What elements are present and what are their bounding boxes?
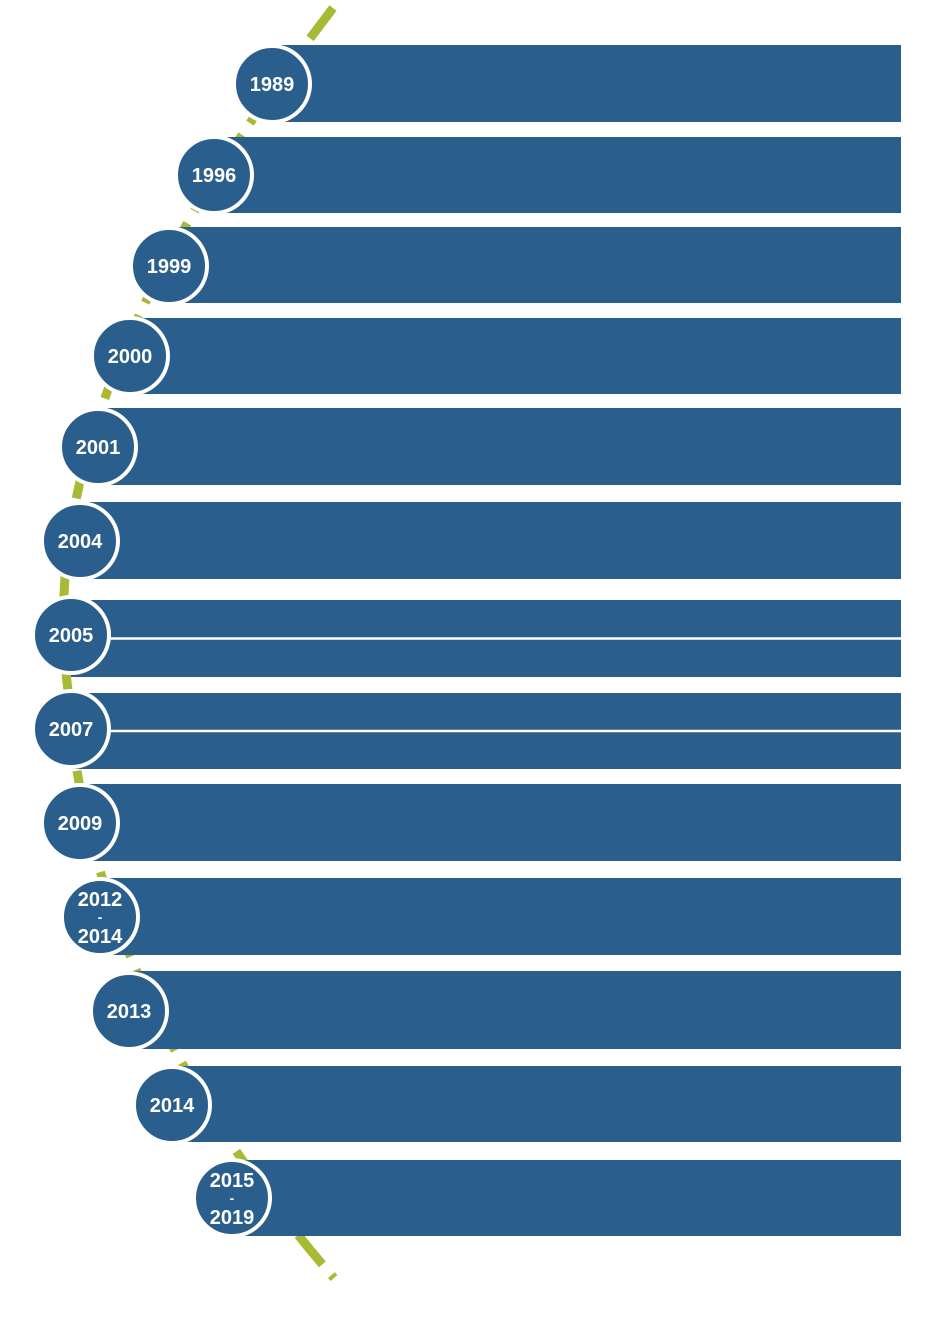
year-badge — [132, 1065, 212, 1145]
year-range-dash: - — [230, 1190, 235, 1206]
timeline-bar — [232, 1160, 901, 1236]
year-label: 2001 — [76, 437, 121, 459]
year-label: 2004 — [58, 531, 103, 553]
timeline-bar — [129, 971, 901, 1049]
year-badge — [40, 783, 120, 863]
timeline-bar — [169, 227, 901, 303]
timeline-bar — [272, 45, 901, 122]
timeline-bar — [80, 784, 901, 861]
year-badge — [192, 1158, 272, 1238]
timeline-bar — [214, 137, 901, 213]
year-badge — [40, 501, 120, 581]
badges-layer: 1989 1996 1999 2000 2001 2004 2005 2007 2009 2012… — [31, 44, 312, 1238]
year-label: 2007 — [49, 719, 94, 741]
year-label: 2005 — [49, 625, 94, 647]
timeline-bar — [130, 318, 901, 394]
bars-layer — [71, 45, 901, 1236]
year-badge — [129, 226, 209, 306]
year-label: 1989 — [250, 74, 295, 96]
year-range-part: 2015 — [210, 1170, 255, 1192]
year-range-part: 2014 — [78, 926, 123, 948]
year-badge — [60, 877, 140, 957]
year-badge — [232, 44, 312, 124]
year-label: 1999 — [147, 256, 192, 278]
timeline-bar — [100, 878, 901, 955]
timeline-bar — [80, 502, 901, 579]
year-label: 2012 -2014 — [78, 889, 123, 948]
year-label: 2009 — [58, 813, 103, 835]
year-label: 2014 — [150, 1095, 195, 1117]
year-label: 2000 — [108, 346, 153, 368]
year-badge — [174, 135, 254, 215]
year-badge — [31, 595, 111, 675]
year-label: 2015 -2019 — [210, 1170, 255, 1229]
year-badge — [31, 689, 111, 769]
year-badge — [58, 407, 138, 487]
year-badge — [89, 971, 169, 1051]
timeline-bar — [98, 408, 901, 485]
timeline-bar — [172, 1066, 901, 1142]
year-range-part: 2012 — [78, 889, 123, 911]
year-badge — [90, 316, 170, 396]
year-label: 1996 — [192, 165, 237, 187]
year-range-part: 2019 — [210, 1207, 255, 1229]
year-range-dash: - — [98, 909, 103, 925]
year-label: 2013 — [107, 1001, 152, 1023]
